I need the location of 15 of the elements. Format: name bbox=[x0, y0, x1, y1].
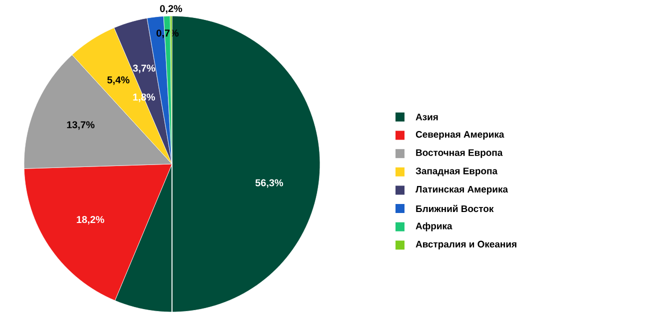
data-label: 13,7% bbox=[67, 121, 94, 130]
data-label: 18,2% bbox=[76, 216, 104, 224]
legend-label: Северная Америка bbox=[416, 131, 504, 140]
legend-label: Азия bbox=[416, 114, 438, 120]
data-label: 56,3% bbox=[255, 179, 284, 188]
data-label: 5,4% bbox=[107, 76, 130, 85]
legend-label: Латинская Америка bbox=[416, 186, 508, 194]
data-label: 0,2% bbox=[160, 5, 182, 14]
legend-label: Ближний Восток bbox=[416, 204, 494, 212]
legend-label: Африка bbox=[416, 222, 452, 232]
data-label: 3,7% bbox=[132, 64, 156, 74]
legend-label: Западная Европа bbox=[416, 168, 498, 176]
data-label: 1,8% bbox=[133, 94, 156, 102]
legend-label: Восточная Европа bbox=[416, 149, 503, 158]
legend-label: Австралия и Океания bbox=[416, 240, 516, 250]
